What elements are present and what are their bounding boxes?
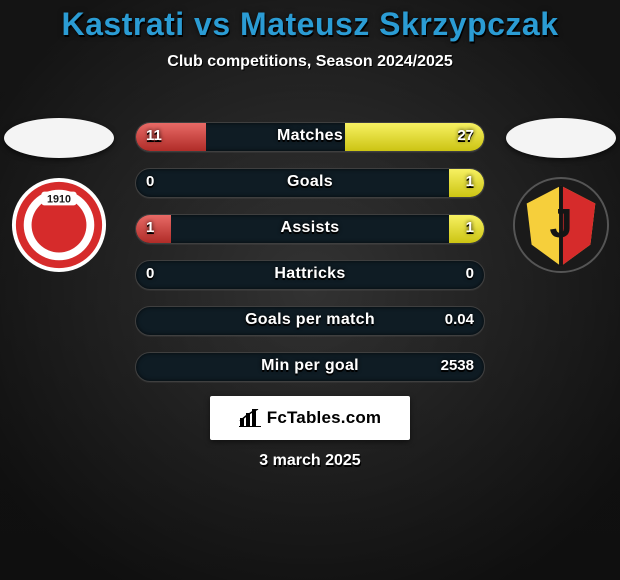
stat-row: 11Assists: [135, 214, 485, 244]
stat-row: 2538Min per goal: [135, 352, 485, 382]
stat-row: 1127Matches: [135, 122, 485, 152]
shield-icon: 1910: [10, 176, 108, 274]
stat-row: 01Goals: [135, 168, 485, 198]
stat-label: Hattricks: [136, 265, 484, 283]
stat-fill-left: [136, 123, 206, 151]
left-club-badge-year: 1910: [47, 193, 71, 205]
letter-j-icon: J: [550, 200, 573, 246]
bar-chart-icon: [239, 409, 261, 427]
right-player-photo-placeholder: [506, 118, 616, 158]
stat-fill-right: [345, 123, 484, 151]
right-club-badge: J: [512, 176, 610, 274]
stat-label: Min per goal: [136, 357, 484, 375]
source-chip: FcTables.com: [210, 396, 410, 440]
stat-fill-right: [449, 215, 484, 243]
stat-fill-left: [136, 215, 171, 243]
stat-value-right: 2538: [441, 357, 474, 374]
stat-fill-right: [449, 169, 484, 197]
left-club-badge: 1910: [10, 176, 108, 274]
stat-label: Goals: [136, 173, 484, 191]
page-subtitle: Club competitions, Season 2024/2025: [0, 53, 620, 71]
stat-label: Assists: [136, 219, 484, 237]
shield-icon: J: [512, 176, 610, 274]
stats-bar-list: 1127Matches01Goals11Assists00Hattricks0.…: [135, 122, 485, 398]
stat-value-left: 0: [146, 265, 154, 282]
stat-row: 0 0Hattricks: [135, 260, 485, 290]
stat-value-left: 0: [146, 173, 154, 190]
comparison-date: 3 march 2025: [0, 452, 620, 470]
stat-label: Goals per match: [136, 311, 484, 329]
left-player-photo-placeholder: [4, 118, 114, 158]
stat-value-right: 0: [466, 265, 474, 282]
page-title: Kastrati vs Mateusz Skrzypczak: [0, 0, 620, 43]
source-label: FcTables.com: [267, 408, 382, 428]
stat-row: 0.04Goals per match: [135, 306, 485, 336]
comparison-card: Kastrati vs Mateusz Skrzypczak Club comp…: [0, 0, 620, 580]
stat-value-right: 0.04: [445, 311, 474, 328]
